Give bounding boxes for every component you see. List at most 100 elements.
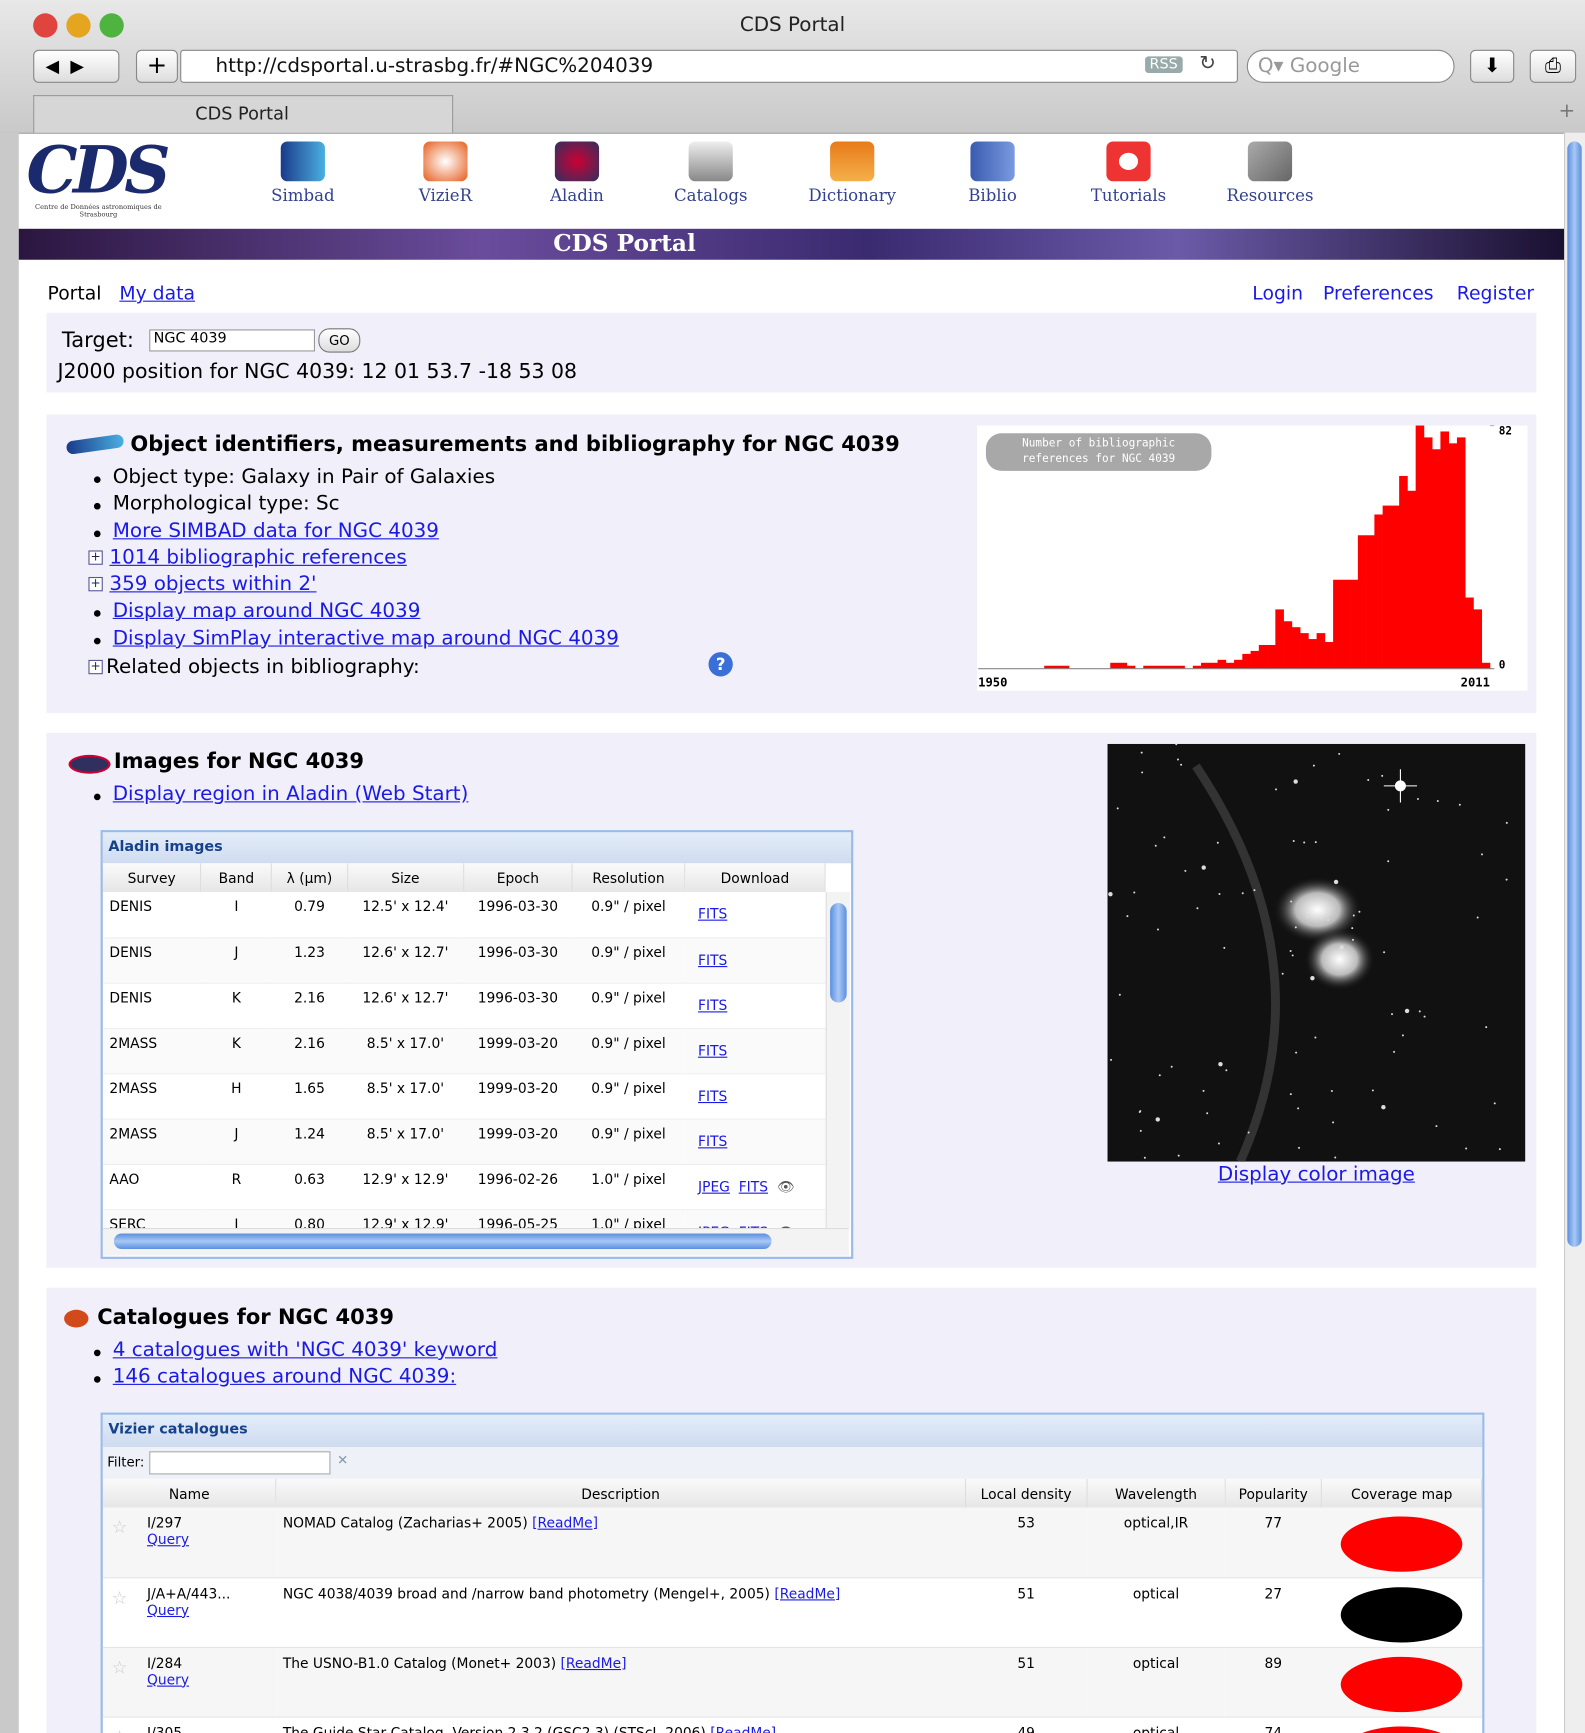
- favorite-star[interactable]: ☆: [112, 1726, 128, 1733]
- description: NOMAD Catalog (Zacharias+ 2005): [282, 1514, 528, 1531]
- table-cell: 2MASS: [103, 1073, 201, 1118]
- star: [1401, 1034, 1404, 1037]
- h-scroll[interactable]: [102, 1227, 849, 1256]
- simbad-link[interactable]: More SIMBAD data for NGC 4039: [112, 519, 439, 543]
- table-cell: DENIS: [103, 937, 201, 982]
- favorite-star[interactable]: ☆: [111, 1586, 128, 1608]
- aladin-link[interactable]: Display region in Aladin (Web Start): [112, 782, 469, 806]
- preview-icon[interactable]: 👁: [777, 1223, 795, 1228]
- download-link[interactable]: FITS: [698, 996, 728, 1014]
- banner: [18, 228, 1564, 260]
- coverage-cell: [1322, 1647, 1482, 1717]
- table-cell: I: [201, 1209, 272, 1228]
- bar: [1060, 665, 1070, 669]
- cell-text: K: [231, 988, 241, 1006]
- login-link[interactable]: Login: [1252, 282, 1304, 306]
- rss-badge[interactable]: RSS: [1145, 56, 1183, 73]
- y-tick-label: 82: [1499, 426, 1512, 438]
- expand[interactable]: +: [88, 660, 103, 675]
- query-link[interactable]: Query: [147, 1601, 190, 1618]
- reload[interactable]: ↻: [1199, 51, 1216, 76]
- nav-item[interactable]: Aladin: [516, 141, 638, 206]
- nav-icon: [554, 141, 600, 182]
- expand[interactable]: +: [88, 550, 103, 565]
- map-link[interactable]: Display map around NGC 4039: [112, 599, 421, 623]
- star: [1289, 950, 1292, 952]
- download-link[interactable]: FITS: [698, 951, 728, 968]
- table-cell: 0.9" / pixel: [572, 983, 685, 1028]
- nav-item[interactable]: Biblio: [932, 141, 1054, 206]
- download-link[interactable]: FITS: [698, 1132, 728, 1149]
- density: 49: [1017, 1723, 1035, 1733]
- nav-item[interactable]: Simbad: [242, 141, 364, 206]
- objects-link[interactable]: 359 objects within 2': [109, 572, 317, 596]
- bar: [1234, 659, 1243, 669]
- new-tab[interactable]: +: [1558, 99, 1576, 123]
- readme-link[interactable]: [ReadMe]: [774, 1584, 841, 1602]
- bar: [1432, 449, 1441, 669]
- cell-text: R: [231, 1169, 242, 1187]
- h-thumb[interactable]: [113, 1233, 772, 1249]
- print[interactable]: ⎙: [1529, 49, 1577, 83]
- download-link[interactable]: JPEG: [698, 1177, 730, 1195]
- nav-item[interactable]: Resources: [1209, 141, 1331, 206]
- star: [1118, 993, 1121, 996]
- add-bookmark[interactable]: +: [135, 49, 178, 83]
- query-link[interactable]: Query: [147, 1530, 190, 1548]
- nav-item[interactable]: Catalogs: [650, 141, 772, 206]
- scroll-thumb[interactable]: [1567, 141, 1582, 1247]
- name-cell: ☆ I/284 Query: [103, 1647, 276, 1717]
- simplay-link[interactable]: Display SimPlay interactive map around N…: [112, 626, 619, 650]
- go-button[interactable]: GO: [318, 328, 361, 353]
- star: [1163, 836, 1166, 839]
- keyword-link[interactable]: 4 catalogues with 'NGC 4039' keyword: [112, 1338, 498, 1362]
- zoom-button[interactable]: [99, 13, 124, 38]
- bar: [1151, 665, 1161, 669]
- target-input[interactable]: NGC 4039: [149, 329, 316, 352]
- preferences-link[interactable]: Preferences: [1323, 282, 1434, 306]
- table-cell: 0.9" / pixel: [572, 937, 685, 982]
- filter-input[interactable]: [149, 1451, 331, 1475]
- name-cell: ☆ I/297 Query: [103, 1508, 276, 1578]
- download-link[interactable]: FITS: [738, 1177, 768, 1195]
- downloads[interactable]: ⬇: [1470, 49, 1515, 83]
- download-link[interactable]: FITS: [698, 905, 728, 922]
- nav-item[interactable]: VizieR: [385, 141, 507, 206]
- popularity: 27: [1264, 1584, 1283, 1602]
- query-link[interactable]: Query: [147, 1670, 190, 1688]
- filter-clear[interactable]: ✕: [337, 1452, 349, 1468]
- url-field[interactable]: [180, 49, 1238, 83]
- minimize-button[interactable]: [66, 13, 91, 38]
- star: [1223, 946, 1226, 949]
- readme-link[interactable]: [ReadMe]: [560, 1654, 627, 1671]
- download-link[interactable]: FITS: [739, 1223, 768, 1228]
- around-link[interactable]: 146 catalogues around NGC 4039:: [112, 1365, 457, 1389]
- table-cell: 1.65: [272, 1073, 347, 1118]
- nav-item[interactable]: Tutorials: [1068, 141, 1190, 206]
- color-image-link[interactable]: Display color image: [1217, 1162, 1415, 1186]
- nav-item[interactable]: Dictionary: [791, 141, 913, 206]
- help-icon[interactable]: ?: [708, 652, 733, 677]
- expand[interactable]: +: [88, 577, 103, 592]
- back-forward[interactable]: ◀ ▶: [33, 49, 120, 83]
- my-data-link[interactable]: My data: [119, 282, 196, 306]
- download-link[interactable]: JPEG: [698, 1223, 730, 1228]
- search-field[interactable]: [1246, 49, 1455, 83]
- v-scroll[interactable]: [825, 891, 850, 1228]
- download-link[interactable]: FITS: [698, 1041, 728, 1059]
- register-link[interactable]: Register: [1456, 282, 1535, 306]
- favorite-star[interactable]: ☆: [111, 1656, 128, 1678]
- readme-link[interactable]: [ReadMe]: [710, 1723, 777, 1733]
- table-viewport: Survey Band λ (µm) Size Epoch Resolution Downl…: [102, 863, 826, 1228]
- favorite-star[interactable]: ☆: [111, 1516, 128, 1538]
- v-thumb[interactable]: [830, 903, 847, 1003]
- readme-link[interactable]: [ReadMe]: [532, 1514, 599, 1531]
- biblio-link[interactable]: 1014 bibliographic references: [109, 545, 407, 570]
- star: [1458, 803, 1461, 806]
- tab[interactable]: [33, 95, 454, 133]
- popularity-cell: 89: [1225, 1647, 1322, 1717]
- download-link[interactable]: FITS: [698, 1087, 728, 1104]
- preview-icon[interactable]: 👁: [776, 1177, 795, 1195]
- star: [1480, 853, 1483, 856]
- close-button[interactable]: [33, 13, 58, 38]
